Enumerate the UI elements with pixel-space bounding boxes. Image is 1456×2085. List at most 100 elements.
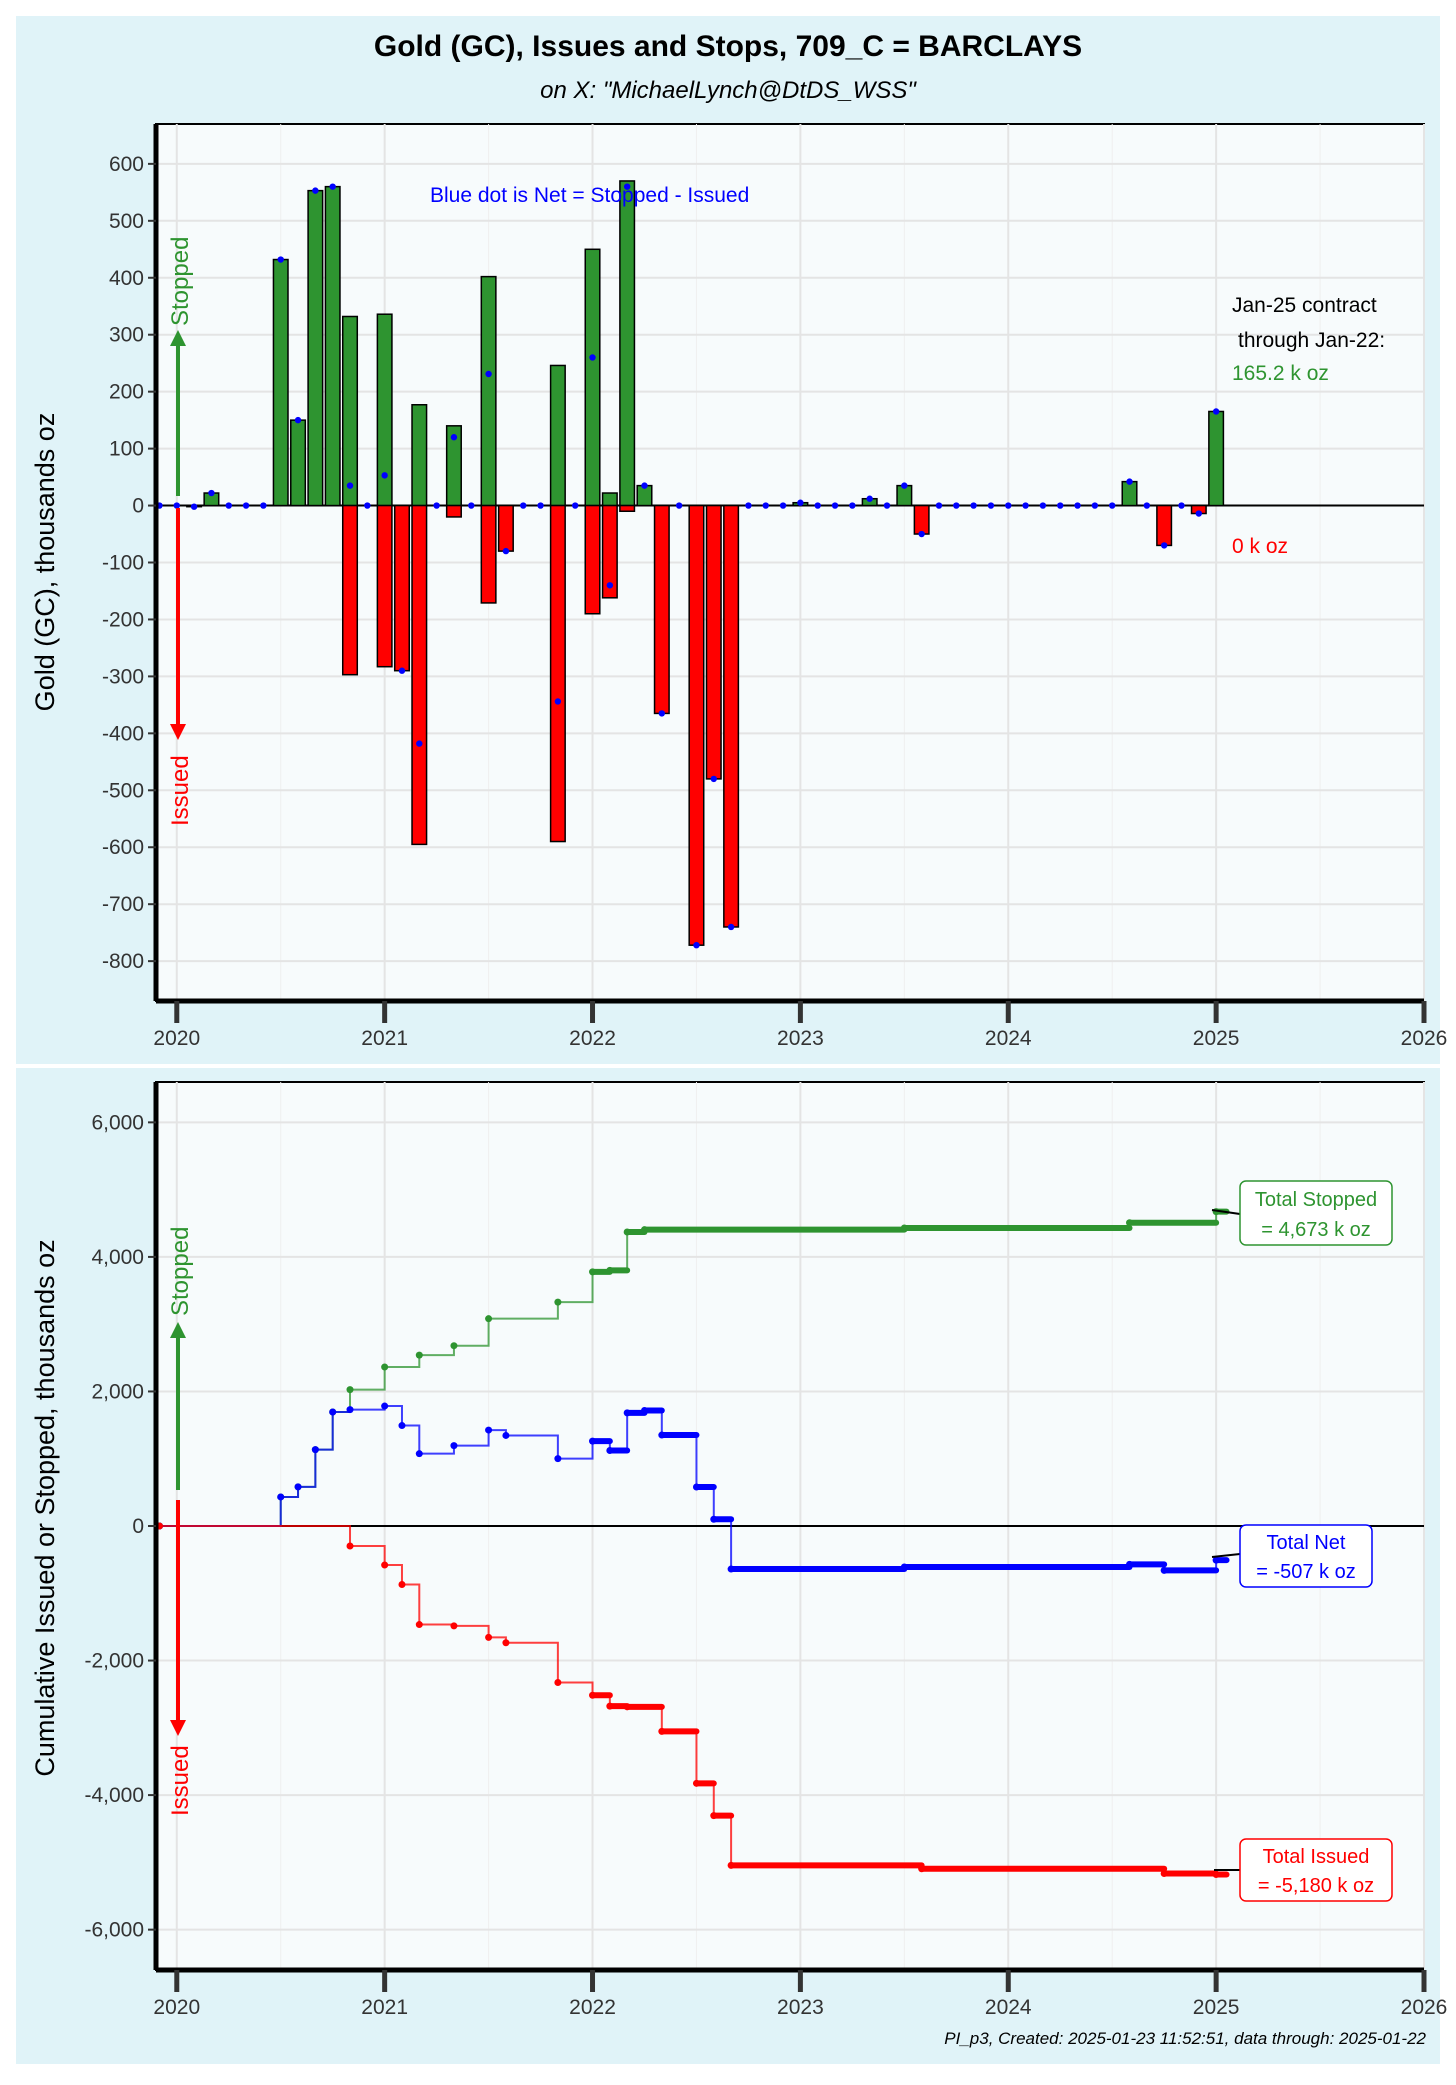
contract-stopped-value: 165.2 k oz [1232,362,1329,385]
stopped-bar-2022-02 [601,492,618,507]
stopped-bar-2020-11 [341,315,359,507]
issued-bar-2023-08 [913,504,930,535]
total-net-point-2021-01 [381,1402,389,1410]
net-dot-2020-05 [242,502,250,509]
bottom-y-tick-label: 0 [132,1515,144,1538]
top-y-tick-label: -700 [102,893,144,916]
net-dot-2023-10 [953,502,960,509]
net-dot-2020-06 [260,502,267,509]
total-issued-point-2021-03 [415,1621,423,1629]
top-y-tick-label: 400 [109,267,144,290]
total-issued-point-2022-01 [589,1691,597,1699]
issued-bar-2022-07 [688,504,705,946]
issued-bar-2021-03 [411,504,428,846]
net-dot-2021-01 [381,472,388,479]
net-dot-2022-02 [606,582,614,589]
net-dot-2024-12 [1195,510,1203,517]
total-stopped-point-2022-02 [606,1266,614,1274]
top-y-tick-label: 200 [109,381,144,404]
total-net-point-2021-07 [485,1426,493,1434]
bottom-x-tick-label: 2024 [985,1996,1032,2019]
top-x-tick-label: 2026 [1401,1027,1448,1050]
top-y-tick-label: -500 [102,779,144,802]
top-y-tick-label: -400 [102,722,144,745]
total-issued-label-box [1239,1838,1393,1902]
total-issued-point-2025-01 [1212,1870,1220,1878]
stopped-bar-2022-01 [584,248,601,507]
total-net-point-2022-04 [640,1406,648,1414]
total-net-point-2023-07 [900,1563,908,1571]
bottom-axes: -6,000 -4,000 -2,000 0 2,000 4,000 6,000 2020 20… [84,1082,1447,2019]
issued-bar-2021-01 [376,504,393,668]
net-dot-2023-12 [987,502,995,509]
total-net-point-2021-05 [450,1442,458,1450]
total-issued-point-2024-10 [1160,1869,1168,1877]
issued-bar-2021-08 [497,504,514,552]
total-net-point-2021-11 [554,1455,562,1463]
bottom-cumulative-lines [155,1208,1230,1878]
net-dot-2022-11 [762,502,769,509]
bottom-y-tick-label: -4,000 [84,1784,144,1807]
total-net-point-2025-01 [1212,1556,1220,1564]
net-dot-2021-06 [468,502,475,509]
total-stopped-point-2023-07 [900,1224,908,1232]
chart-title: Gold (GC), Issues and Stops, 709_C = BAR… [374,30,1082,63]
net-note: Blue dot is Net = Stopped - Issued [430,184,749,207]
total-net-point-2022-03 [623,1409,631,1417]
net-dot-2023-06 [883,502,891,509]
total-stopped-point-2024-08 [1126,1219,1134,1227]
issued-bar-2022-08 [705,504,722,780]
total-stopped-label-box [1239,1180,1393,1246]
net-dot-2020-12 [364,502,371,509]
top-x-tick-label: 2025 [1193,1027,1240,1050]
bottom-x-tick-label: 2021 [361,1996,408,2019]
total-net-point-2020-10 [329,1408,337,1416]
total-stopped-point-2021-11 [554,1298,562,1306]
top-y-tick-label: -800 [102,950,144,973]
total-net-point-2021-03 [415,1450,423,1458]
total-issued-point-2021-11 [554,1678,562,1686]
stopped-bar-2024-08 [1121,480,1138,507]
top-net-dots [156,183,1220,949]
contract-label-line1: Jan-25 contract [1232,294,1377,317]
total-issued-point-2021-07 [485,1633,493,1641]
net-dot-2023-04 [849,502,856,509]
issued-bar-2022-05 [653,504,670,715]
top-x-tick-label: 2020 [153,1027,200,1050]
net-dot-2020-11 [346,482,354,489]
total-stopped-point-2021-05 [450,1342,458,1350]
stopped-bar-2021-03 [411,404,428,507]
net-dot-2020-02 [190,503,198,510]
total-issued-point-2022-08 [710,1812,718,1820]
net-dot-2020-09 [312,187,319,194]
top-y-tick-label: -300 [102,665,144,688]
bottom-y-tick-label: -6,000 [84,1919,144,1942]
stopped-bar-2021-11 [549,364,566,507]
top-y-tick-label: 300 [109,324,144,347]
net-dot-2023-05 [866,495,873,502]
net-dot-2023-07 [901,482,908,489]
contract-label-line2: through Jan-22: [1238,329,1385,352]
total-issued-point-2021-01 [381,1561,389,1569]
top-y-tick-label: 500 [109,210,144,233]
issued-bar-2021-11 [549,504,566,843]
issued-bar-2022-01 [584,504,601,615]
net-dot-2022-10 [745,502,752,509]
total-issued-point-2021-02 [398,1581,406,1589]
net-dot-2021-12 [572,502,579,509]
net-dot-2024-08 [1126,478,1133,485]
net-dot-2022-09 [727,923,735,931]
total-net-label-line2: = -507 k oz [1256,1561,1356,1583]
total-net-point-2022-09 [727,1565,735,1573]
total-net-point-2020-11 [346,1406,354,1414]
net-dot-2023-03 [831,502,839,509]
net-dot-2022-04 [641,482,648,489]
total-net-point-2024-10 [1160,1566,1168,1574]
stopped-label-leader [1211,1209,1241,1215]
total-net-point-2021-02 [398,1422,406,1430]
top-x-tick-label: 2021 [361,1027,408,1050]
stopped-bar-2020-07 [272,258,289,507]
top-x-tick-label: 2024 [985,1027,1032,1050]
top-axes: -800 -700 -600 -500 -400 -300 -200 -100 0 100 200 3… [102,124,1447,1050]
